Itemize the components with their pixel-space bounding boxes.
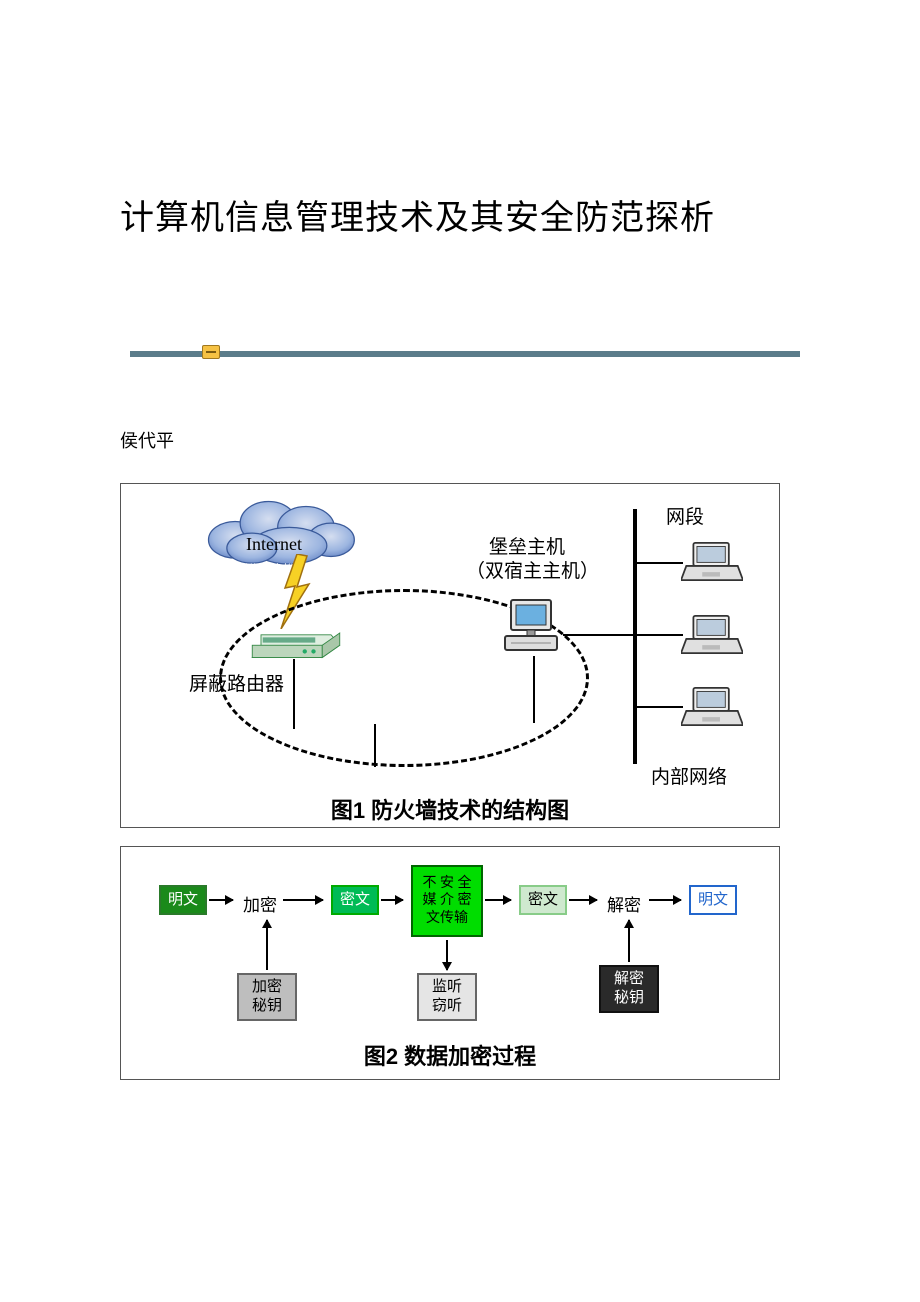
arrow-ekey-encrypt [266,920,268,970]
bastion-host-icon [503,596,563,656]
arrow-dkey-decrypt [628,920,630,962]
figure-1-firewall-diagram: Internet 意 多媒体 《读者》阅览室 屏蔽路由器 堡垒主机 [120,483,780,828]
network-backbone-line [633,509,637,764]
laptop-1-connector [635,562,683,564]
arrow-cipher2-decrypt [569,899,597,901]
laptop-2-connector [635,634,683,636]
laptop-2-icon [681,612,743,657]
figure-2-caption: 图2 数据加密过程 [121,1039,779,1071]
divider [120,349,800,357]
node-eavesdrop: 监听窃听 [417,973,477,1021]
node-plaintext-out: 明文 [689,885,737,915]
node-encrypt-label: 加密 [243,891,277,916]
node-insecure-medium: 不 安 全媒 介 密文传输 [411,865,483,937]
node-ciphertext-1: 密文 [331,885,379,915]
screening-router-icon [251,619,341,661]
arrow-plain1-encrypt [209,899,233,901]
host-drop-line [533,656,535,723]
figure-1-caption: 图1 防火墙技术的结构图 [121,793,779,825]
node-plaintext-in: 明文 [159,885,207,915]
ellipse-drop-line [374,724,376,767]
arrow-cipher1-medium [381,899,403,901]
node-decrypt-label: 解密 [607,891,641,916]
divider-line [130,351,800,357]
author-name: 侯代平 [120,427,800,453]
segment-label: 网段 [666,502,704,529]
arrow-medium-cipher2 [485,899,511,901]
divider-knob [202,345,220,359]
bastion-host-sublabel: （双宿主主机） [466,556,599,583]
host-to-backbone-line [563,634,633,636]
node-encrypt-key: 加密秘钥 [237,973,297,1021]
laptop-1-icon [681,539,743,584]
internet-label: Internet [246,534,302,555]
arrow-decrypt-plain2 [649,899,681,901]
router-drop-line [293,659,295,729]
router-label: 屏蔽路由器 [189,669,284,696]
node-decrypt-key: 解密秘钥 [599,965,659,1013]
arrow-encrypt-cipher1 [283,899,323,901]
arrow-medium-listen [446,940,448,970]
node-ciphertext-2: 密文 [519,885,567,915]
figure-2-encryption-flowchart: 明文 加密 密文 不 安 全媒 介 密文传输 密文 解密 明文 加密秘钥 监听窃… [120,846,780,1080]
laptop-3-connector [635,706,683,708]
bastion-host-label: 堡垒主机 [489,532,565,559]
laptop-3-icon [681,684,743,729]
internal-network-label: 内部网络 [651,762,727,789]
page-title: 计算机信息管理技术及其安全防范探析 [120,190,800,239]
